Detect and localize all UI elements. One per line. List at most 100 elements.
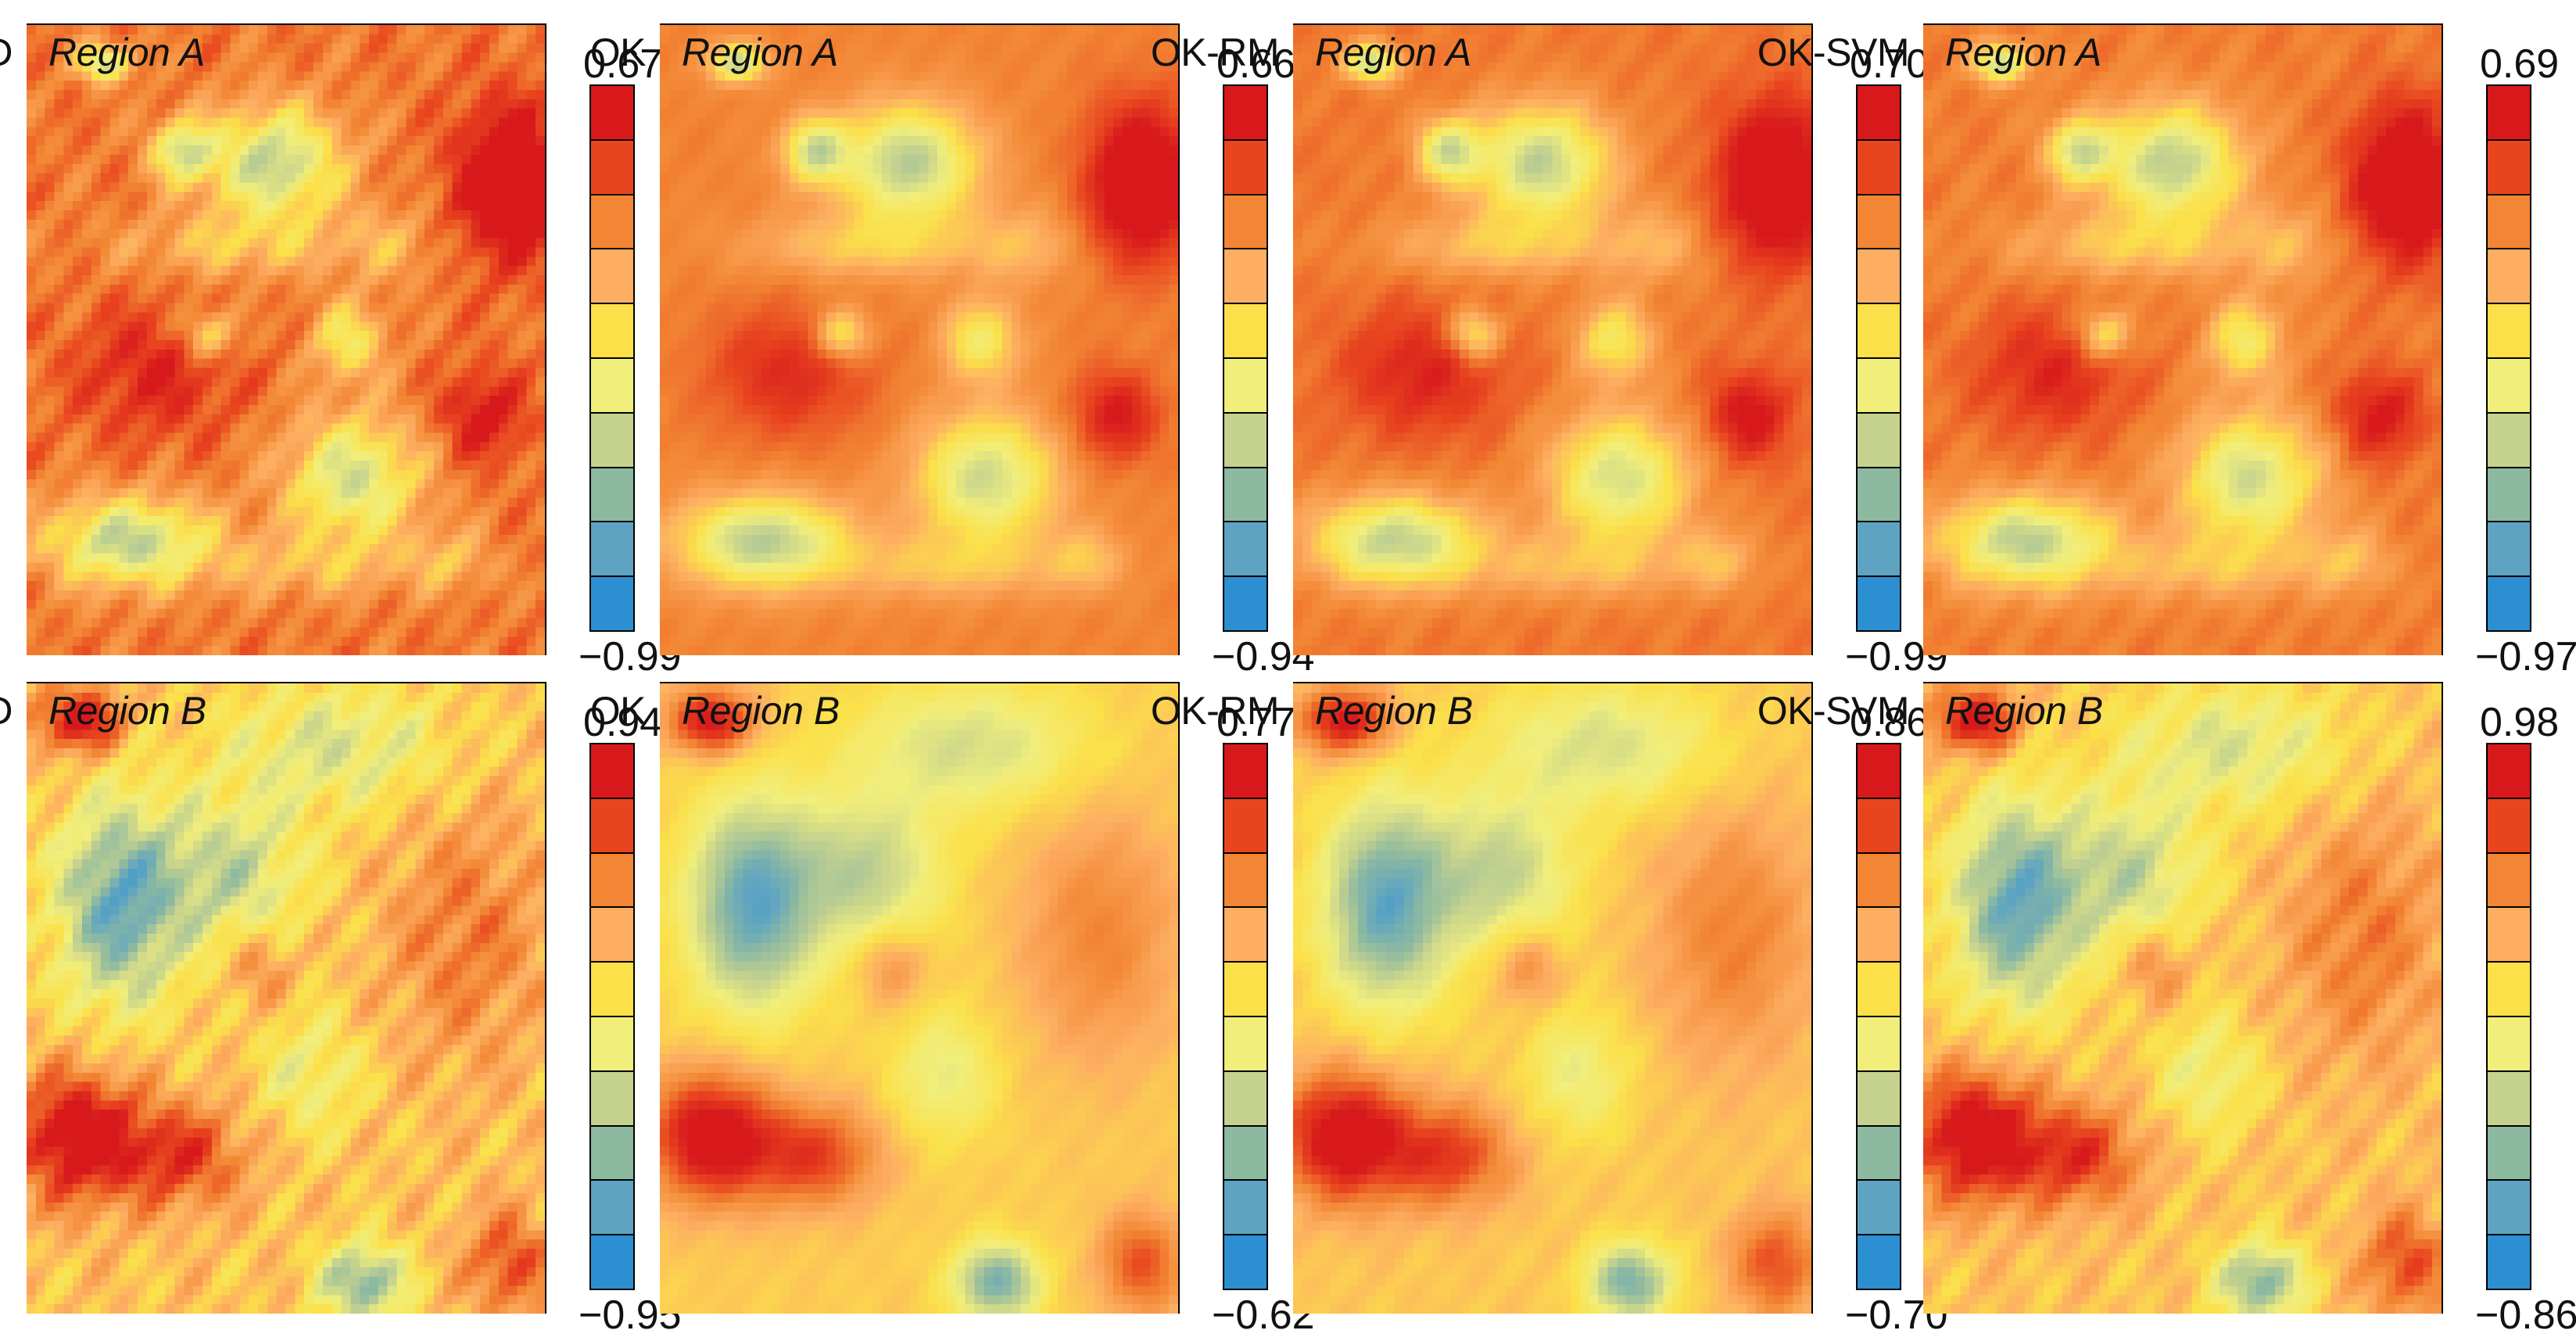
colorbar-segment — [1224, 1126, 1267, 1181]
colorbar-segment — [1224, 908, 1267, 963]
colorbar-segment — [2488, 86, 2530, 141]
colorbar-segment — [591, 577, 633, 630]
heatmap-field — [1293, 683, 1811, 1314]
colorbar — [1223, 743, 1268, 1290]
heatmap-field — [660, 25, 1178, 655]
region-label: Region A — [1945, 30, 2101, 75]
map-image — [1923, 23, 2443, 655]
colorbar-max-label: 0.66 — [1216, 41, 1295, 88]
colorbar-segment — [2488, 522, 2530, 578]
map-image — [27, 23, 546, 655]
map-image — [660, 23, 1180, 655]
colorbar — [1223, 84, 1268, 632]
region-label: Region A — [1315, 30, 1471, 75]
colorbar-segment — [591, 358, 633, 414]
colorbar — [589, 743, 635, 1290]
colorbar — [589, 84, 635, 632]
colorbar-segment — [2488, 798, 2530, 854]
colorbar-segment — [1224, 413, 1267, 468]
colorbar-max-label: 0.69 — [2480, 41, 2559, 88]
colorbar-segment — [591, 744, 633, 799]
colorbar-segment — [1224, 744, 1267, 799]
method-label: RD — [0, 30, 13, 75]
colorbar-min-label: −0.97 — [2475, 633, 2576, 680]
colorbar-segment — [2488, 358, 2530, 414]
colorbar-segment — [1224, 140, 1267, 195]
colorbar-segment — [2488, 908, 2530, 963]
map-image — [27, 682, 546, 1314]
map-image — [1923, 682, 2443, 1314]
colorbar-segment — [1224, 304, 1267, 359]
colorbar-min-label: −0.86 — [2475, 1292, 2576, 1339]
heatmap-field — [27, 683, 545, 1314]
colorbar-segment — [1858, 853, 1900, 909]
colorbar-segment — [591, 195, 633, 250]
method-label: OK — [590, 688, 647, 733]
map-image — [660, 682, 1180, 1314]
method-label: OK-RM — [1151, 30, 1280, 75]
colorbar-segment — [1858, 963, 1900, 1017]
colorbar — [2486, 84, 2531, 632]
colorbar-segment — [591, 304, 633, 359]
heatmap-field — [660, 683, 1178, 1314]
colorbar-segment — [591, 1017, 633, 1072]
colorbar-segment — [1224, 577, 1267, 630]
colorbar-segment — [591, 798, 633, 854]
colorbar-segment — [1858, 522, 1900, 578]
colorbar-segment — [2488, 577, 2530, 630]
colorbar-segment — [2488, 853, 2530, 909]
colorbar-segment — [2488, 744, 2530, 799]
colorbar-segment — [591, 86, 633, 141]
colorbar-segment — [1224, 522, 1267, 578]
colorbar-segment — [1224, 1071, 1267, 1127]
colorbar-segment — [1858, 798, 1900, 854]
colorbar-segment — [591, 908, 633, 963]
region-label: Region B — [48, 688, 206, 733]
map-image — [1293, 682, 1813, 1314]
colorbar-segment — [1858, 140, 1900, 195]
colorbar-segment — [1858, 304, 1900, 359]
colorbar-max-label: 0.70 — [1850, 41, 1929, 88]
colorbar-segment — [1858, 1235, 1900, 1289]
colorbar-segment — [1224, 1235, 1267, 1289]
heatmap-field — [27, 25, 545, 655]
colorbar-segment — [1858, 468, 1900, 523]
colorbar-max-label: 0.77 — [1216, 699, 1295, 746]
colorbar-segment — [1858, 577, 1900, 630]
colorbar-max-label: 0.86 — [1850, 699, 1929, 746]
colorbar-segment — [1224, 468, 1267, 523]
colorbar-segment — [2488, 1017, 2530, 1072]
colorbar-segment — [591, 963, 633, 1017]
colorbar-segment — [1858, 358, 1900, 414]
colorbar-segment — [2488, 1181, 2530, 1236]
heatmap-field — [1923, 25, 2442, 655]
colorbar-segment — [591, 1126, 633, 1181]
colorbar-segment — [1858, 1181, 1900, 1236]
region-label: Region B — [682, 688, 840, 733]
colorbar-segment — [2488, 1071, 2530, 1127]
method-label: OK-RM — [1151, 688, 1280, 733]
colorbar — [1856, 84, 1901, 632]
heatmap-field — [1293, 25, 1811, 655]
colorbar — [1856, 743, 1901, 1290]
colorbar-segment — [591, 468, 633, 523]
colorbar-segment — [1858, 1017, 1900, 1072]
colorbar-segment — [1224, 195, 1267, 250]
colorbar-segment — [1224, 798, 1267, 854]
colorbar-segment — [2488, 1126, 2530, 1181]
method-label: OK-SVM — [1757, 688, 1910, 733]
method-label: RD — [0, 688, 13, 733]
colorbar-segment — [591, 1071, 633, 1127]
colorbar-segment — [591, 413, 633, 468]
colorbar-segment — [1858, 195, 1900, 250]
colorbar-segment — [1224, 86, 1267, 141]
region-label: Region A — [48, 30, 205, 75]
colorbar-segment — [1224, 249, 1267, 305]
colorbar-segment — [2488, 140, 2530, 195]
colorbar-segment — [1858, 908, 1900, 963]
colorbar-segment — [2488, 304, 2530, 359]
method-label: OK — [590, 30, 647, 75]
colorbar-segment — [2488, 249, 2530, 305]
colorbar-segment — [2488, 468, 2530, 523]
colorbar-segment — [1858, 744, 1900, 799]
